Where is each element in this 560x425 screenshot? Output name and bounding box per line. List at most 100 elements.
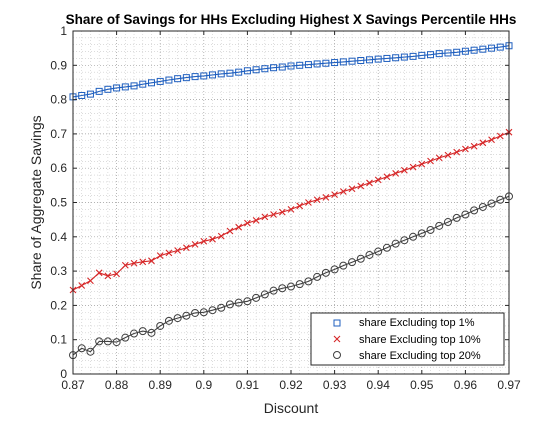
x-tick-label: 0.97 bbox=[497, 378, 521, 392]
data-point bbox=[199, 308, 208, 317]
data-point bbox=[235, 223, 243, 231]
data-point bbox=[278, 284, 287, 293]
data-point bbox=[313, 196, 321, 204]
data-point bbox=[331, 59, 339, 67]
data-point bbox=[304, 277, 313, 286]
data-point bbox=[487, 199, 496, 208]
legend-label-series-2: share Excluding top 10% bbox=[359, 334, 481, 346]
data-point bbox=[461, 210, 470, 219]
data-point bbox=[147, 79, 155, 87]
data-point bbox=[182, 244, 190, 252]
data-point bbox=[321, 268, 330, 277]
data-point bbox=[488, 44, 496, 52]
data-point bbox=[121, 261, 129, 269]
data-point bbox=[453, 48, 461, 56]
data-point bbox=[479, 45, 487, 53]
data-point bbox=[444, 49, 452, 57]
series-layer bbox=[69, 42, 513, 360]
data-point bbox=[296, 61, 304, 69]
x-tick-label: 0.88 bbox=[105, 378, 129, 392]
data-point bbox=[121, 333, 130, 342]
data-point bbox=[139, 258, 147, 266]
data-point bbox=[261, 213, 269, 221]
x-tick-label: 0.93 bbox=[323, 378, 347, 392]
legend-marker-series-2 bbox=[333, 335, 341, 343]
y-tick-label: 0.3 bbox=[50, 264, 67, 278]
data-point bbox=[392, 169, 400, 177]
data-point bbox=[164, 316, 173, 325]
y-tick-label: 1 bbox=[60, 24, 67, 38]
data-point bbox=[112, 338, 121, 347]
y-tick-label: 0 bbox=[60, 367, 67, 381]
data-point bbox=[173, 314, 182, 323]
data-point bbox=[86, 347, 95, 356]
data-point bbox=[209, 235, 216, 243]
data-point bbox=[479, 139, 487, 147]
data-point bbox=[182, 74, 190, 82]
data-point bbox=[478, 202, 487, 211]
data-point bbox=[313, 272, 322, 281]
data-point bbox=[243, 67, 251, 75]
data-point bbox=[435, 50, 443, 58]
data-point bbox=[374, 176, 382, 184]
y-tick-label: 0.1 bbox=[50, 333, 67, 347]
data-point bbox=[156, 321, 165, 330]
data-point bbox=[339, 58, 347, 66]
ticks bbox=[72, 30, 510, 375]
data-point bbox=[235, 68, 243, 76]
data-point bbox=[148, 257, 155, 265]
y-tick-labels: 0 0.1 0.2 0.3 0.4 0.5 0.6 0.7 0.8 0.9 1 bbox=[50, 24, 67, 381]
data-point bbox=[252, 293, 261, 302]
data-point bbox=[287, 282, 295, 291]
data-point bbox=[244, 219, 251, 227]
x-tick-label: 0.87 bbox=[61, 378, 85, 392]
data-point bbox=[287, 62, 295, 70]
series-2 bbox=[69, 128, 513, 294]
x-tick-label: 0.92 bbox=[279, 378, 303, 392]
data-point bbox=[252, 66, 260, 74]
data-point bbox=[209, 71, 217, 79]
data-point bbox=[348, 185, 356, 193]
data-point bbox=[278, 208, 286, 216]
data-point bbox=[217, 303, 226, 312]
data-point bbox=[138, 327, 147, 336]
data-point bbox=[121, 83, 129, 91]
data-point bbox=[130, 259, 138, 267]
data-point bbox=[357, 56, 365, 64]
data-point bbox=[103, 337, 112, 346]
x-tick-labels: 0.87 0.88 0.89 0.9 0.91 0.92 0.93 0.94 0.95 0.96 0… bbox=[61, 378, 521, 392]
data-point bbox=[435, 221, 444, 230]
data-point bbox=[331, 191, 338, 198]
data-point bbox=[348, 57, 356, 65]
data-point bbox=[165, 76, 173, 84]
data-point bbox=[470, 206, 479, 215]
data-point bbox=[270, 64, 278, 72]
data-point bbox=[200, 237, 208, 245]
data-point bbox=[470, 142, 478, 150]
data-point bbox=[77, 344, 86, 353]
data-point bbox=[147, 328, 156, 337]
data-point bbox=[409, 232, 418, 241]
data-point bbox=[339, 188, 347, 195]
data-point bbox=[330, 265, 339, 274]
data-point bbox=[243, 297, 252, 306]
legend-label-series-1: share Excluding top 1% bbox=[359, 317, 475, 329]
data-point bbox=[356, 254, 365, 263]
data-point bbox=[113, 84, 121, 92]
y-tick-label: 0.8 bbox=[50, 93, 67, 107]
data-point bbox=[452, 213, 461, 222]
data-point bbox=[165, 249, 173, 257]
data-point bbox=[427, 51, 435, 59]
data-point bbox=[461, 47, 469, 55]
y-tick-label: 0.7 bbox=[50, 127, 67, 141]
data-point bbox=[383, 173, 391, 181]
data-point bbox=[391, 239, 400, 248]
data-point bbox=[200, 72, 208, 80]
data-point bbox=[156, 77, 164, 85]
data-point bbox=[322, 193, 330, 201]
data-point bbox=[78, 282, 86, 289]
data-point bbox=[496, 132, 504, 140]
data-point bbox=[374, 247, 383, 256]
data-point bbox=[95, 337, 104, 346]
data-point bbox=[217, 232, 225, 240]
